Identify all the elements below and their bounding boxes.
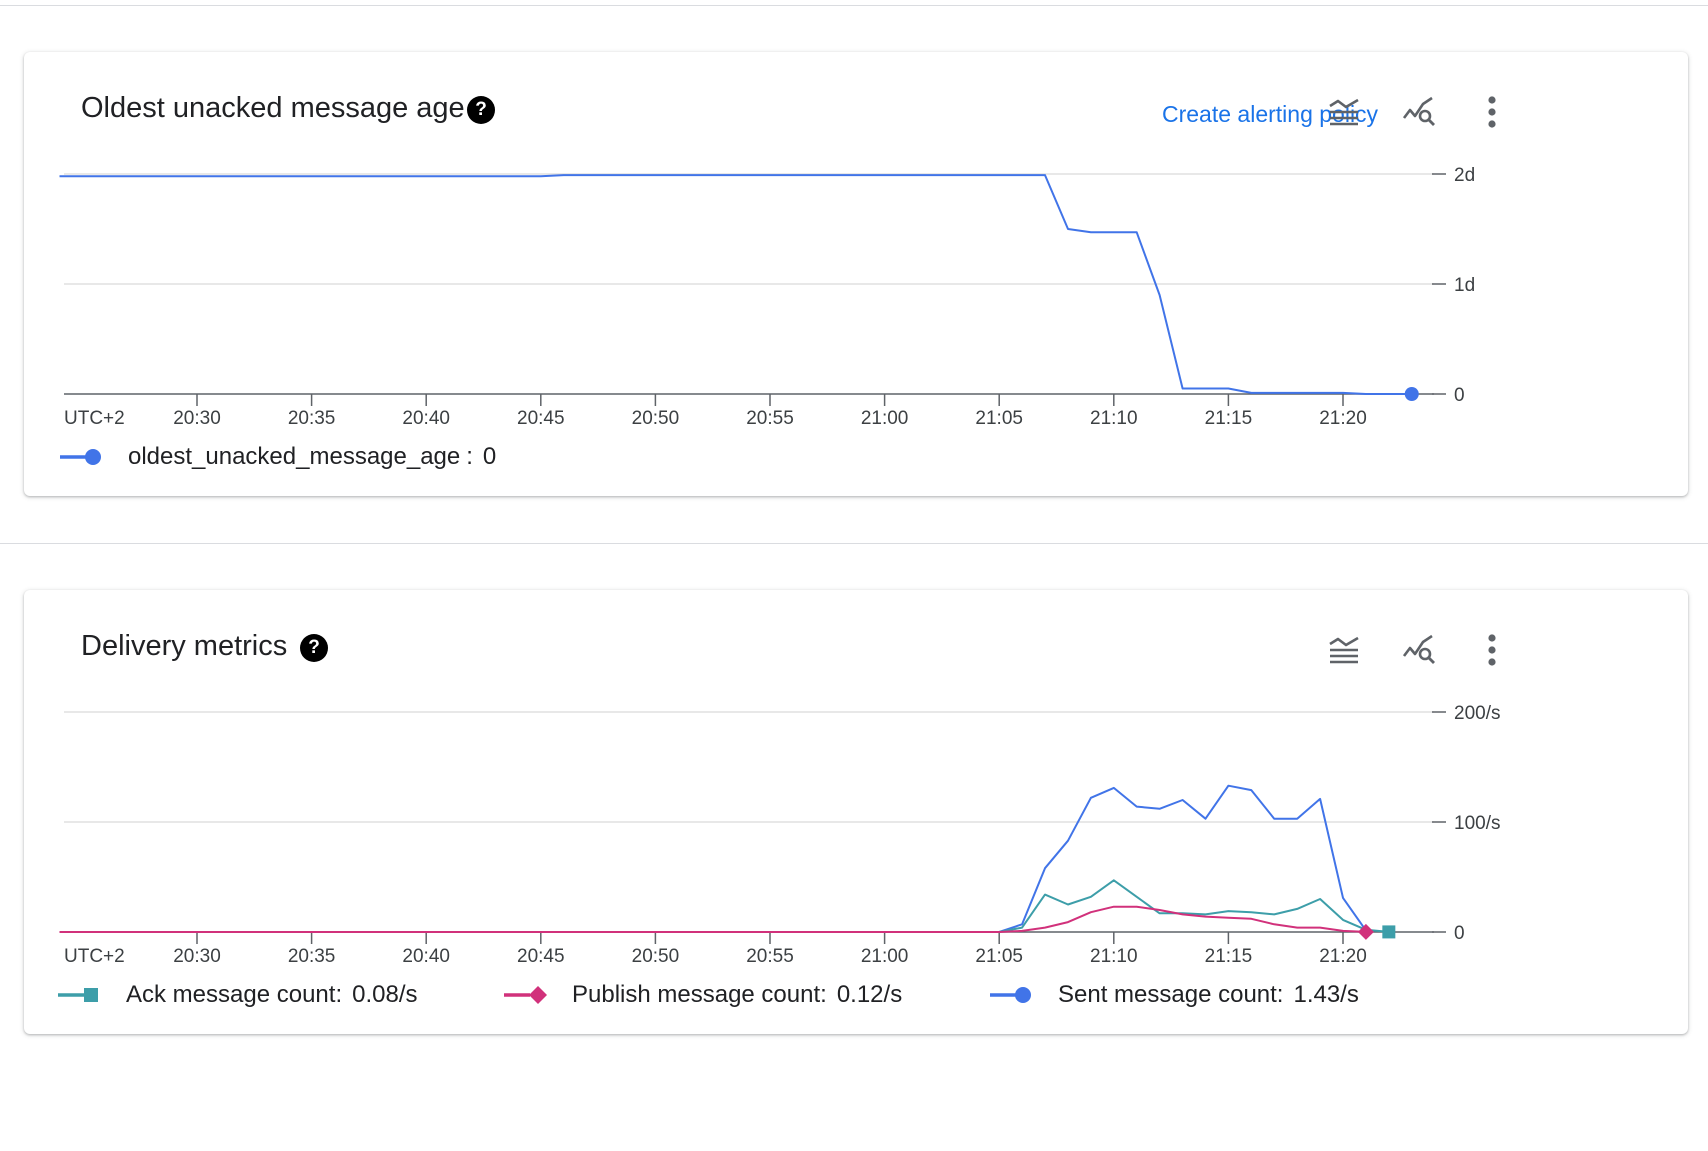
help-icon[interactable]: ?	[300, 634, 328, 662]
chart-title: Oldest unacked message age	[81, 92, 465, 124]
series-end-marker	[1357, 923, 1374, 940]
chart-card-oldest-unacked: Oldest unacked message age ? Create aler…	[24, 52, 1688, 496]
x-tick-label: 21:20	[1319, 946, 1367, 967]
x-tick-label: 20:50	[632, 408, 680, 429]
x-tick-label: 21:10	[1090, 946, 1138, 967]
series-line	[59, 784, 1367, 933]
x-tick-label: 21:20	[1319, 408, 1367, 429]
x-tick-label: 21:05	[975, 946, 1023, 967]
legend-label: Publish message count:	[572, 981, 827, 1008]
x-tick-label: 20:45	[517, 408, 565, 429]
legend-item-ack: Ack message count: 0.08/s	[58, 981, 418, 1009]
explore-metrics-icon[interactable]	[1399, 92, 1439, 132]
x-tick-label: 20:50	[632, 946, 680, 967]
x-tick-label: 20:40	[402, 408, 450, 429]
x-tick-label: 21:15	[1205, 946, 1253, 967]
y-tick-label: 2d	[1454, 165, 1475, 186]
top-divider	[0, 5, 1708, 6]
chart-title: Delivery metrics	[81, 630, 288, 662]
chart-legend-icon[interactable]	[1324, 630, 1364, 670]
x-tick-label: 20:30	[173, 946, 221, 967]
y-tick-label: 1d	[1454, 275, 1475, 296]
x-tick-label: 21:15	[1205, 408, 1253, 429]
x-tick-label: 21:10	[1090, 408, 1138, 429]
explore-metrics-icon[interactable]	[1399, 630, 1439, 670]
help-icon[interactable]: ?	[467, 96, 495, 124]
x-tick-label: 21:00	[861, 946, 909, 967]
y-tick-label: 200/s	[1454, 703, 1500, 724]
chart-legend-icon[interactable]	[1324, 92, 1364, 132]
legend-marker	[60, 449, 101, 465]
y-tick-label: 100/s	[1454, 813, 1500, 834]
x-tick-label: 21:00	[861, 408, 909, 429]
x-tick-label: 20:30	[173, 408, 221, 429]
legend-label: Ack message count:	[126, 981, 343, 1008]
series-end-marker	[1382, 925, 1396, 939]
legend-value: 0	[482, 443, 497, 470]
timezone-label: UTC+2	[64, 946, 125, 967]
legend-item-publish: Publish message count: 0.12/s	[504, 981, 902, 1009]
legend-label: oldest_unacked_message_age	[128, 443, 461, 470]
timezone-label: UTC+2	[64, 408, 125, 429]
y-tick-label: 0	[1454, 385, 1465, 406]
legend-value: 1.43/s	[1293, 981, 1359, 1008]
x-tick-label: 20:35	[288, 408, 336, 429]
more-vert-icon[interactable]	[1472, 92, 1512, 132]
series-line	[59, 905, 1366, 933]
line-chart: 0 1d 2d UTC+2 20:30 20:35 20:40 20:45 20:50 20:55…	[59, 165, 1475, 429]
legend-separator: :	[466, 443, 473, 470]
legend-item-sent: Sent message count: 1.43/s	[990, 981, 1359, 1009]
series-end-marker	[1404, 387, 1419, 401]
chart-card-delivery-metrics: Delivery metrics ? 0 100/s 200/s UTC+2 20:30…	[24, 590, 1688, 1034]
legend-marker-diamond	[504, 986, 547, 1004]
series-line	[59, 879, 1389, 933]
legend-marker-square	[58, 988, 98, 1002]
x-tick-label: 20:40	[402, 946, 450, 967]
more-vert-icon[interactable]	[1472, 630, 1512, 670]
section-divider	[0, 543, 1708, 544]
line-chart: 0 100/s 200/s UTC+2 20:30 20:35 20:40 20:45 20:5…	[59, 703, 1500, 967]
x-tick-label: 21:05	[975, 408, 1023, 429]
legend-marker-circle	[990, 987, 1031, 1003]
y-tick-label: 0	[1454, 923, 1465, 944]
x-tick-label: 20:35	[288, 946, 336, 967]
legend-item: oldest_unacked_message_age : 0	[60, 443, 496, 471]
x-tick-label: 20:45	[517, 946, 565, 967]
legend-value: 0.08/s	[352, 981, 418, 1008]
legend-value: 0.12/s	[836, 981, 903, 1008]
x-tick-label: 20:55	[746, 946, 794, 967]
series-line	[59, 174, 1412, 395]
x-tick-label: 20:55	[746, 408, 794, 429]
legend-label: Sent message count:	[1058, 981, 1284, 1008]
